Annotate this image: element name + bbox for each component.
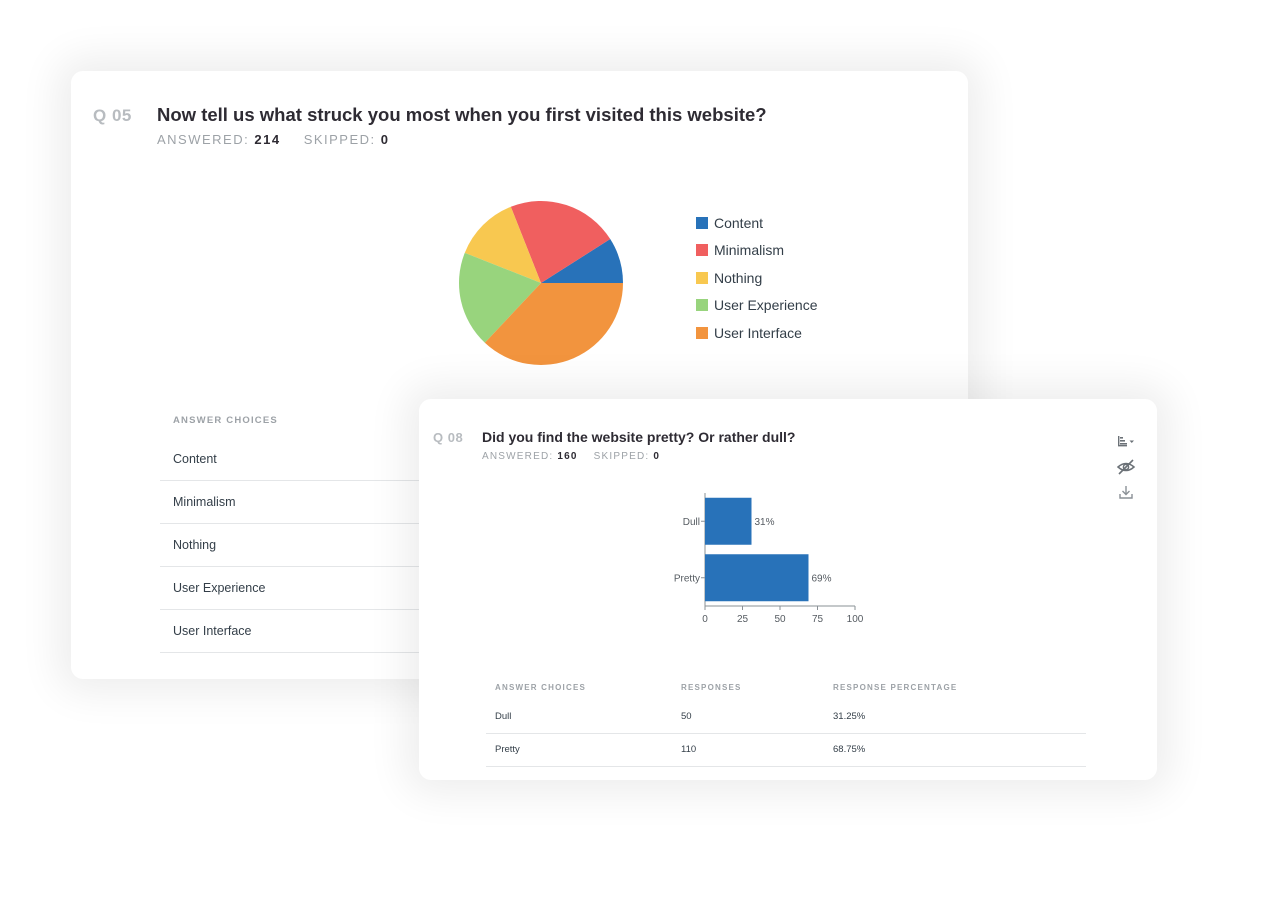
question-stats: ANSWERED: 160 SKIPPED: 0 xyxy=(482,451,660,462)
header-response-percentage: RESPONSE PERCENTAGE xyxy=(833,683,958,692)
legend-swatch xyxy=(696,271,708,284)
answer-choice-cell: Pretty xyxy=(495,744,520,755)
skipped-label: SKIPPED: xyxy=(593,451,650,462)
legend-label: Nothing xyxy=(714,269,763,286)
download-icon[interactable] xyxy=(1115,482,1137,502)
legend-swatch xyxy=(696,299,708,312)
answer-choices-table: ANSWER CHOICES Content Minimalism Nothing U… xyxy=(160,404,490,653)
table-row: Content xyxy=(160,438,490,481)
bar-chart: 0 25 50 75 100 Dull 31% Pretty 69% xyxy=(674,493,864,625)
x-tick-label: 100 xyxy=(847,614,864,625)
legend-swatch xyxy=(696,216,708,229)
responses-cell: 110 xyxy=(681,744,697,755)
answer-choice-cell: Dull xyxy=(495,711,512,722)
legend-label: User Experience xyxy=(714,297,818,314)
answered-count: 160 xyxy=(557,451,578,462)
chart-tools xyxy=(1115,432,1137,507)
question-title: Did you find the website pretty? Or rath… xyxy=(482,429,796,445)
pie-chart xyxy=(459,201,623,365)
question-card-q08: Q 08 Did you find the website pretty? Or… xyxy=(419,399,1157,780)
bar-dull[interactable] xyxy=(705,497,752,545)
answered-label: ANSWERED: xyxy=(157,132,250,147)
table-row: Dull 50 31.25% xyxy=(486,701,1086,734)
pie-slice-minimalism[interactable] xyxy=(510,201,611,283)
header-responses: RESPONSES xyxy=(681,683,742,692)
y-tick-label: Dull xyxy=(683,517,700,528)
table-row: Minimalism xyxy=(160,481,490,524)
table-row: Nothing xyxy=(160,524,490,567)
pie-slice-user-experience[interactable] xyxy=(459,252,541,343)
skipped-label: SKIPPED: xyxy=(303,132,376,147)
bar-data-label: 31% xyxy=(755,517,775,528)
legend-item[interactable]: Nothing xyxy=(696,264,818,292)
legend-item[interactable]: User Experience xyxy=(696,292,818,320)
x-tick-label: 50 xyxy=(774,614,786,625)
legend-swatch xyxy=(696,244,708,257)
pie-legend: Content Minimalism Nothing User Experience U… xyxy=(696,209,818,347)
legend-item[interactable]: Minimalism xyxy=(696,237,818,265)
legend-label: User Interface xyxy=(714,324,802,341)
pie-slice-content[interactable] xyxy=(541,239,623,283)
header-answer-choices: ANSWER CHOICES xyxy=(495,683,587,692)
table-row: Pretty 110 68.75% xyxy=(486,734,1086,767)
percentage-cell: 68.75% xyxy=(833,744,866,755)
question-title: Now tell us what struck you most when yo… xyxy=(157,104,767,125)
x-tick-label: 25 xyxy=(737,614,749,625)
legend-item[interactable]: Content xyxy=(696,209,818,237)
x-tick-label: 75 xyxy=(812,614,824,625)
bar-pretty[interactable] xyxy=(705,554,809,602)
x-tick-label: 0 xyxy=(702,614,708,625)
legend-swatch xyxy=(696,326,708,339)
bar-chart-sort-icon[interactable] xyxy=(1115,432,1137,452)
table-header: ANSWER CHOICES RESPONSES RESPONSE PERCEN… xyxy=(486,674,1086,701)
hide-eye-icon[interactable] xyxy=(1115,457,1137,477)
question-number: Q 05 xyxy=(93,106,132,125)
question-stats: ANSWERED: 214 SKIPPED: 0 xyxy=(157,132,390,147)
legend-item[interactable]: User Interface xyxy=(696,319,818,347)
pie-slice-user-interface[interactable] xyxy=(484,283,623,365)
table-row: User Experience xyxy=(160,567,490,610)
answered-count: 214 xyxy=(254,132,281,147)
legend-label: Minimalism xyxy=(714,242,784,259)
skipped-count: 0 xyxy=(380,132,390,147)
bar-data-label: 69% xyxy=(812,573,832,584)
skipped-count: 0 xyxy=(653,451,661,462)
pie-slice-nothing[interactable] xyxy=(464,206,541,283)
table-row: User Interface xyxy=(160,610,490,653)
responses-cell: 50 xyxy=(681,711,692,722)
legend-label: Content xyxy=(714,214,764,231)
responses-table: ANSWER CHOICES RESPONSES RESPONSE PERCEN… xyxy=(486,674,1086,767)
question-number: Q 08 xyxy=(433,430,464,445)
answered-label: ANSWERED: xyxy=(482,451,554,462)
percentage-cell: 31.25% xyxy=(833,711,866,722)
answer-choices-header: ANSWER CHOICES xyxy=(173,415,278,426)
y-tick-label: Pretty xyxy=(674,573,700,584)
